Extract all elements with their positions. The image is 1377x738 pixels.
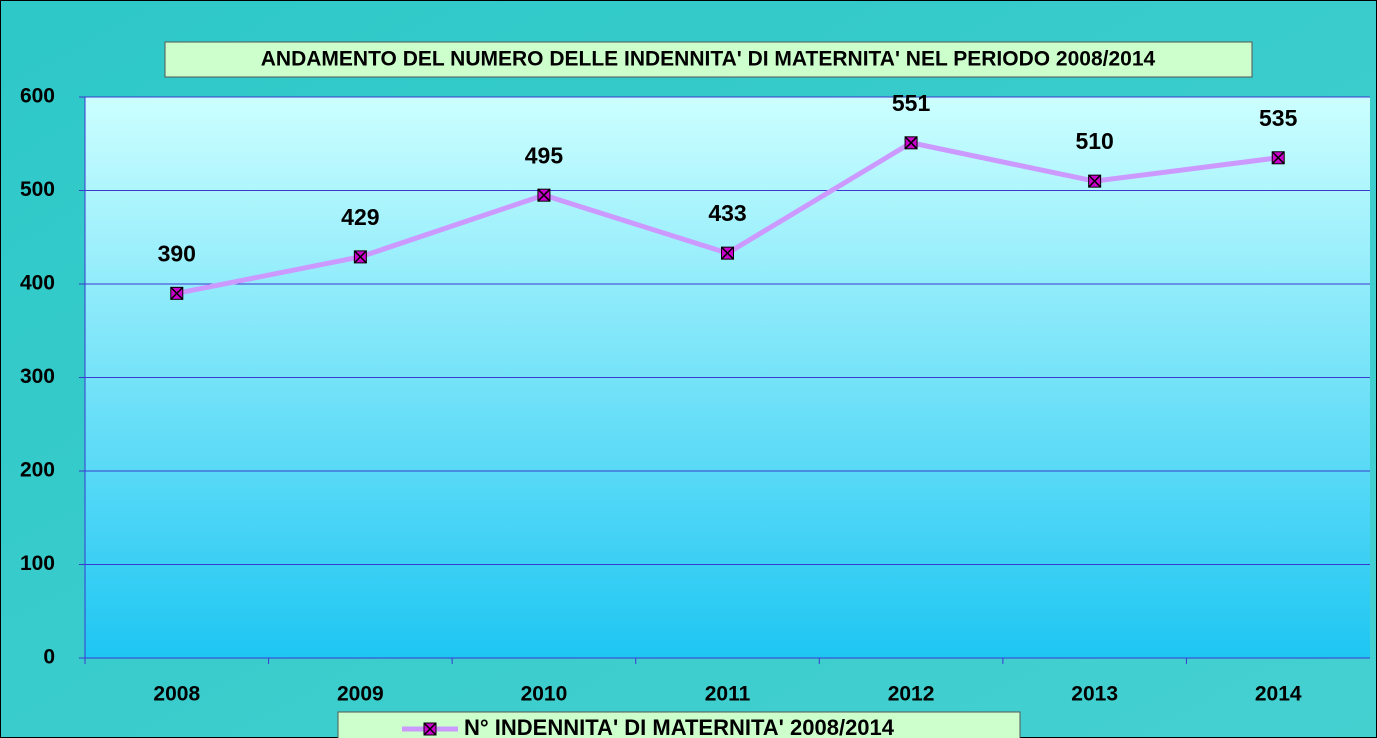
y-tick-label: 300 bbox=[20, 365, 55, 388]
x-tick-label: 2009 bbox=[337, 683, 384, 706]
marker bbox=[1088, 174, 1102, 188]
marker bbox=[537, 188, 551, 202]
x-tick-label: 2014 bbox=[1255, 683, 1302, 706]
y-tick-label: 400 bbox=[20, 272, 55, 295]
legend-marker-part bbox=[423, 722, 437, 736]
marker-part bbox=[537, 188, 551, 202]
y-tick-label: 600 bbox=[20, 85, 55, 108]
data-label: 390 bbox=[158, 240, 196, 266]
marker-part bbox=[720, 246, 735, 260]
marker bbox=[1271, 151, 1285, 165]
x-tick-label: 2012 bbox=[888, 683, 935, 706]
legend-marker bbox=[423, 722, 437, 736]
chart-title: ANDAMENTO DEL NUMERO DELLE INDENNITA' DI… bbox=[261, 48, 1156, 71]
y-tick-label: 200 bbox=[20, 459, 55, 482]
data-label: 433 bbox=[708, 200, 746, 226]
marker-part bbox=[1271, 151, 1285, 165]
x-tick-label: 2013 bbox=[1071, 683, 1118, 706]
marker bbox=[720, 246, 735, 260]
y-tick-label: 100 bbox=[20, 552, 55, 575]
y-tick-label: 500 bbox=[20, 178, 55, 201]
data-label: 429 bbox=[341, 204, 379, 230]
x-tick-label: 2011 bbox=[705, 683, 751, 706]
marker-part bbox=[904, 136, 918, 150]
x-tick-label: 2010 bbox=[521, 683, 568, 706]
marker bbox=[353, 250, 367, 264]
marker-part bbox=[1088, 174, 1102, 188]
marker bbox=[904, 136, 918, 150]
y-tick-label: 0 bbox=[43, 646, 55, 669]
x-tick-label: 2008 bbox=[153, 683, 200, 706]
marker-part bbox=[353, 250, 367, 264]
data-label: 535 bbox=[1259, 105, 1298, 131]
legend-box bbox=[337, 711, 1021, 738]
data-label: 551 bbox=[892, 90, 931, 116]
marker bbox=[170, 286, 184, 300]
data-label: 495 bbox=[525, 142, 564, 168]
data-label: 510 bbox=[1075, 128, 1113, 154]
legend-label: N° INDENNITA' DI MATERNITA' 2008/2014 bbox=[464, 715, 895, 738]
title-box bbox=[164, 41, 1253, 78]
marker-part bbox=[170, 286, 184, 300]
